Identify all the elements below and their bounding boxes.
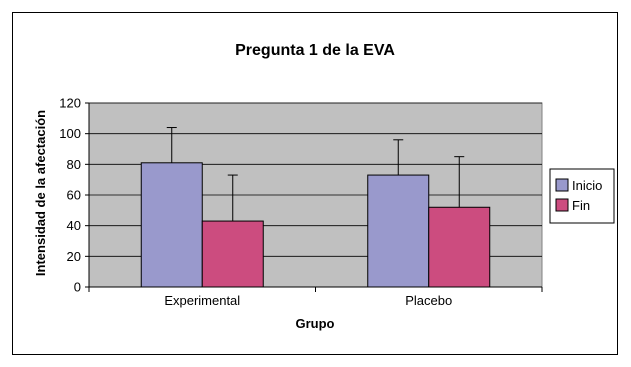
y-tick-labels: 0 20 40 60 80 100 120	[59, 96, 81, 295]
legend-swatch-inicio	[555, 178, 569, 192]
x-axis-title: Grupo	[296, 316, 335, 331]
bar-inicio-placebo	[367, 174, 430, 288]
axes	[85, 102, 543, 292]
y-tick-label: 80	[67, 157, 81, 172]
bar-fin-experimental	[201, 220, 264, 288]
x-tick-label: Experimental	[164, 293, 240, 308]
y-tick-label: 40	[67, 218, 81, 233]
legend-label-fin: Fin	[572, 198, 590, 213]
x-tick-label: Placebo	[405, 293, 452, 308]
y-tick-label: 120	[59, 96, 81, 111]
y-tick-label: 60	[67, 188, 81, 203]
y-tick-label: 0	[74, 280, 81, 295]
bar-inicio-experimental	[140, 162, 203, 288]
y-axis-title: Intensidad de la afectación	[33, 110, 48, 276]
legend-box	[549, 168, 615, 224]
y-tick-label: 20	[67, 249, 81, 264]
bar-fin-placebo	[428, 206, 491, 288]
legend: Inicio Fin	[549, 168, 615, 224]
x-tick-labels: Experimental Placebo	[164, 293, 452, 308]
legend-label-inicio: Inicio	[572, 178, 602, 193]
legend-swatch-fin	[555, 198, 569, 212]
chart-title: Pregunta 1 de la EVA	[235, 42, 395, 59]
y-tick-label: 100	[59, 126, 81, 141]
bars	[140, 127, 491, 288]
